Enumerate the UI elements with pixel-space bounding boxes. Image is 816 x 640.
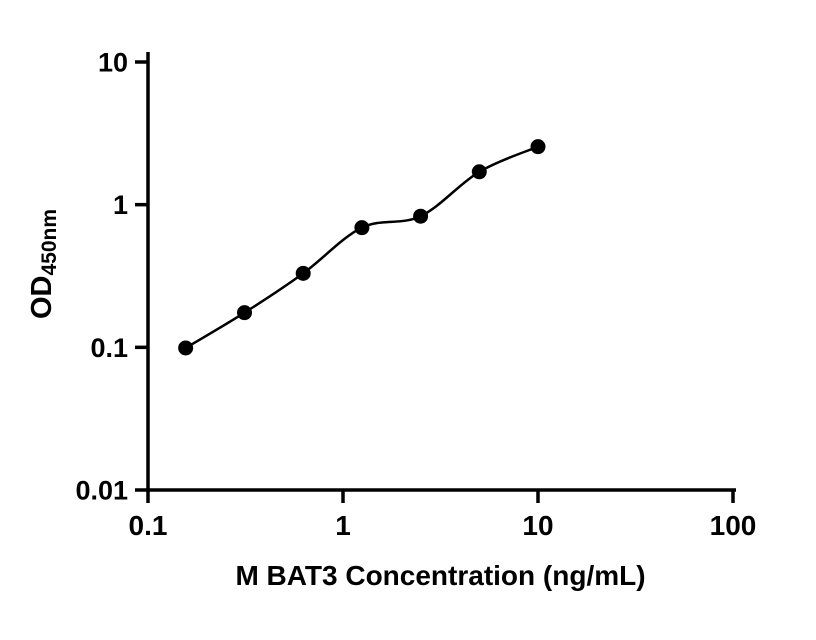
data-point <box>413 208 429 224</box>
x-axis-title: M BAT3 Concentration (ng/mL) <box>235 560 646 591</box>
data-point <box>178 340 194 356</box>
y-tick-label: 10 <box>98 48 128 78</box>
data-point <box>471 164 487 180</box>
y-tick-label: 0.01 <box>75 476 128 506</box>
y-tick-label: 0.1 <box>90 333 128 363</box>
x-tick-label: 10 <box>522 510 553 541</box>
y-tick-label: 1 <box>113 190 128 220</box>
data-point <box>295 265 311 281</box>
y-axis-title-main: OD <box>26 275 59 320</box>
data-point <box>236 305 252 321</box>
y-axis-title: OD450nm <box>26 209 62 319</box>
fit-curve <box>185 145 539 350</box>
x-tick-label: 0.1 <box>129 510 168 541</box>
x-tick-label: 100 <box>710 510 757 541</box>
data-point <box>530 139 546 155</box>
data-point <box>354 220 370 236</box>
x-tick-label: 1 <box>335 510 351 541</box>
y-axis-title-subscript: 450nm <box>37 208 61 276</box>
